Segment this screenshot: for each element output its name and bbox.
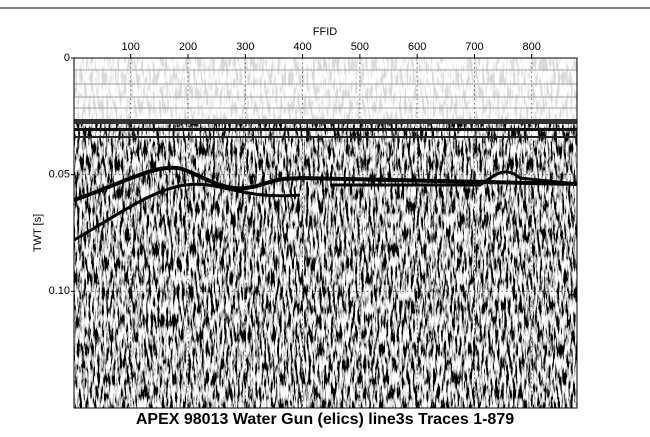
chart-title: APEX 98013 Water Gun (elics) line3s Trac… — [136, 411, 514, 428]
y-tick-label: 0.05 — [49, 169, 70, 181]
x-tick-label: 800 — [523, 41, 541, 53]
x-axis-label: FFID — [313, 26, 337, 38]
y-tick-label: 0.10 — [49, 285, 70, 297]
y-tick-label: 0 — [64, 52, 70, 64]
plot-frame — [73, 57, 578, 409]
x-tick-label: 700 — [465, 41, 483, 53]
x-tick-label: 100 — [122, 41, 140, 53]
x-tick-label: 200 — [179, 41, 197, 53]
x-tick-label: 400 — [293, 41, 311, 53]
x-tick-label: 500 — [351, 41, 369, 53]
x-tick-label: 600 — [408, 41, 426, 53]
x-tick-label: 300 — [236, 41, 254, 53]
y-axis-label: TWT [s] — [32, 214, 44, 252]
seismic-image — [74, 58, 577, 408]
